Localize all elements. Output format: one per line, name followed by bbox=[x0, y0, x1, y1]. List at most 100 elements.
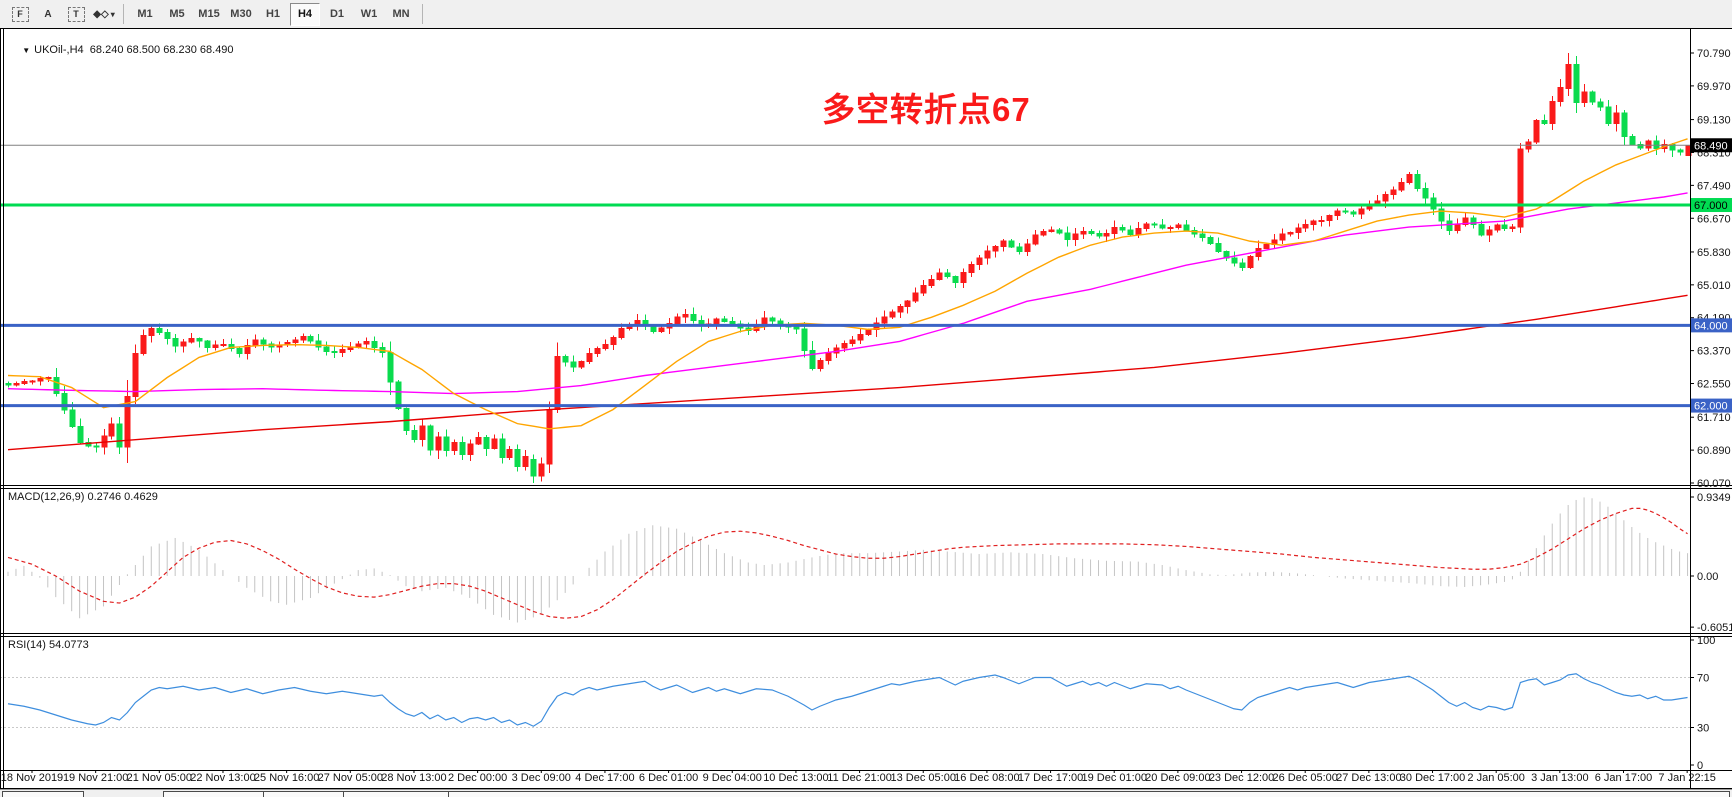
macd-tick-label: 0.00 bbox=[1697, 571, 1718, 583]
rsi-line bbox=[7, 673, 1688, 727]
text-label-tool-icon: A bbox=[44, 8, 52, 20]
ma-slow-line[interactable] bbox=[7, 294, 1688, 451]
fibonacci-tool-icon: F bbox=[11, 6, 29, 22]
time-tick-label: 27 Nov 05:00 bbox=[318, 772, 383, 784]
price-tick-label: 66.670 bbox=[1697, 213, 1731, 225]
text-tool-button[interactable]: T bbox=[63, 3, 89, 26]
time-tick-label: 25 Nov 16:00 bbox=[254, 772, 319, 784]
time-tick-label: 19 Dec 01:00 bbox=[1082, 772, 1147, 784]
macd-signal-line bbox=[7, 507, 1688, 619]
price-tick-label: 65.830 bbox=[1697, 247, 1731, 259]
time-tick-label: 27 Dec 13:00 bbox=[1336, 772, 1401, 784]
drawing-tools-group: F A T ◆◇ ▾ bbox=[6, 3, 118, 26]
time-tick-label: 7 Jan 22:15 bbox=[1658, 772, 1716, 784]
bottom-panel-box bbox=[263, 791, 344, 797]
price-tick-label: 60.890 bbox=[1697, 445, 1731, 457]
time-tick-label: 6 Jan 17:00 bbox=[1595, 772, 1653, 784]
time-tick-label: 20 Dec 09:00 bbox=[1145, 772, 1210, 784]
time-tick-label: 23 Dec 12:00 bbox=[1209, 772, 1274, 784]
macd-tick-label: -0.6051 bbox=[1697, 622, 1732, 634]
price-tick-label: 63.370 bbox=[1697, 346, 1731, 358]
panel-borders bbox=[0, 28, 1732, 789]
macd-tick-label: 0.9349 bbox=[1697, 492, 1731, 504]
shapes-dropdown-button[interactable]: ◆◇ ▾ bbox=[91, 3, 117, 26]
time-tick-label: 26 Dec 05:00 bbox=[1272, 772, 1337, 784]
price-tick-label: 70.790 bbox=[1697, 48, 1731, 60]
timeframe-m1-button[interactable]: M1 bbox=[137, 8, 153, 20]
macd-histogram bbox=[7, 497, 1689, 623]
rsi-level-lines bbox=[0, 677, 1690, 728]
horizontal-lines[interactable] bbox=[0, 144, 1690, 408]
rsi-indicator-label: RSI(14) 54.0773 bbox=[8, 639, 89, 651]
bottom-panel-box bbox=[343, 791, 449, 797]
time-tick-label: 3 Dec 09:00 bbox=[512, 772, 571, 784]
time-tick-label: 13 Dec 05:00 bbox=[891, 772, 956, 784]
shapes-dropdown-icon: ◆◇ bbox=[93, 8, 109, 20]
time-tick-label: 19 Nov 21:00 bbox=[63, 772, 128, 784]
rsi-tick-label: 100 bbox=[1697, 635, 1715, 647]
time-tick-label: 28 Nov 13:00 bbox=[381, 772, 446, 784]
chart-ohlc-values: 68.240 68.500 68.230 68.490 bbox=[89, 44, 234, 56]
time-tick-label: 30 Dec 17:00 bbox=[1400, 772, 1465, 784]
time-tick-label: 9 Dec 04:00 bbox=[703, 772, 762, 784]
timeframe-buttons-group: M1 M5 M15 M30 H1 H4 D1 W1 MN bbox=[129, 2, 417, 26]
timeframe-w1-button[interactable]: W1 bbox=[360, 8, 378, 20]
price-line-label: 68.490 bbox=[1694, 140, 1728, 152]
price-tick-label: 60.070 bbox=[1697, 478, 1731, 490]
price-line-labels: 68.490 67.000 64.000 62.000 bbox=[1691, 138, 1732, 413]
chevron-down-icon: ▾ bbox=[110, 9, 115, 19]
time-tick-label: 17 Dec 17:00 bbox=[1018, 772, 1083, 784]
timeframe-h4-button[interactable]: H4 bbox=[290, 2, 320, 26]
price-tick-label: 69.970 bbox=[1697, 81, 1731, 93]
rsi-tick-label: 70 bbox=[1697, 673, 1709, 685]
time-tick-label: 3 Jan 13:00 bbox=[1531, 772, 1589, 784]
time-tick-label: 2 Jan 05:00 bbox=[1467, 772, 1525, 784]
ma-medium-line[interactable] bbox=[7, 192, 1688, 395]
bottom-panel-edge bbox=[0, 789, 1732, 797]
text-label-tool-button[interactable]: A bbox=[35, 3, 61, 26]
price-tick-label: 61.710 bbox=[1697, 412, 1731, 424]
timeframe-mn-button[interactable]: MN bbox=[392, 8, 410, 20]
fibonacci-tool-button[interactable]: F bbox=[7, 3, 33, 26]
text-tool-icon: T bbox=[67, 6, 85, 22]
bottom-panel-box bbox=[2, 791, 84, 797]
candlestick-series[interactable] bbox=[5, 53, 1692, 483]
chart-symbol-period: UKOil-,H4 bbox=[34, 44, 84, 56]
bottom-panel-box bbox=[163, 791, 264, 797]
price-line-label: 62.000 bbox=[1694, 401, 1728, 413]
time-tick-label: 22 Nov 13:00 bbox=[190, 772, 255, 784]
timeframe-d1-button[interactable]: D1 bbox=[329, 8, 345, 20]
time-tick-label: 6 Dec 01:00 bbox=[639, 772, 698, 784]
macd-indicator-label: MACD(12,26,9) 0.2746 0.4629 bbox=[8, 491, 158, 503]
price-tick-label: 65.010 bbox=[1697, 280, 1731, 292]
timeframe-m15-button[interactable]: M15 bbox=[198, 8, 220, 20]
time-tick-label: 11 Dec 21:00 bbox=[827, 772, 892, 784]
price-tick-label: 62.550 bbox=[1697, 379, 1731, 391]
price-line-label: 67.000 bbox=[1694, 200, 1728, 212]
rsi-tick-label: 0 bbox=[1697, 760, 1703, 772]
toolbar-separator bbox=[422, 4, 423, 24]
price-tick-label: 69.130 bbox=[1697, 115, 1731, 127]
time-tick-label: 10 Dec 13:00 bbox=[763, 772, 828, 784]
toolbar-separator bbox=[123, 4, 124, 24]
timeframe-m30-button[interactable]: M30 bbox=[230, 8, 252, 20]
time-tick-label: 16 Dec 08:00 bbox=[954, 772, 1019, 784]
chart-text-annotation[interactable]: 多空转折点67 bbox=[822, 91, 1031, 128]
timeframe-h1-button[interactable]: H1 bbox=[265, 8, 281, 20]
time-tick-label: 18 Nov 2019 bbox=[1, 772, 63, 784]
chart-title: ▼ UKOil-,H4 68.240 68.500 68.230 68.490 bbox=[10, 32, 234, 68]
chart-dropdown-icon[interactable]: ▼ bbox=[22, 46, 31, 55]
price-axis[interactable]: 70.79069.97069.13068.31067.49066.67065.8… bbox=[1690, 48, 1732, 772]
price-tick-label: 67.490 bbox=[1697, 180, 1731, 192]
bottom-panel-box bbox=[448, 791, 1730, 797]
time-tick-label: 2 Dec 00:00 bbox=[448, 772, 507, 784]
ma-fast-line[interactable] bbox=[7, 138, 1688, 430]
price-line-label: 64.000 bbox=[1694, 320, 1728, 332]
timeframe-m5-button[interactable]: M5 bbox=[169, 8, 185, 20]
time-tick-label: 21 Nov 05:00 bbox=[127, 772, 192, 784]
rsi-tick-label: 30 bbox=[1697, 723, 1709, 735]
time-tick-label: 4 Dec 17:00 bbox=[575, 772, 634, 784]
